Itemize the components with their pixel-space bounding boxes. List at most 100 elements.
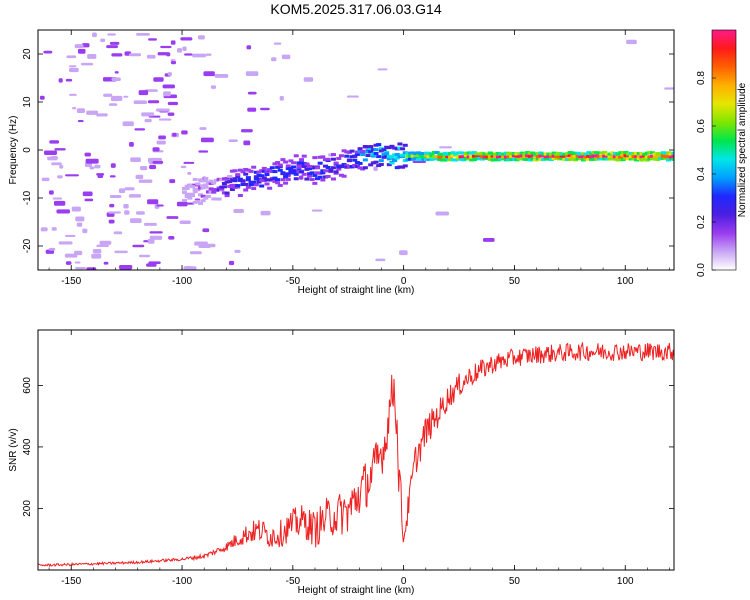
spectrogram-noise-cell	[110, 163, 116, 168]
spectrogram-ridge-cell	[586, 151, 592, 155]
spectrogram-noise-cell	[228, 260, 235, 266]
spectrogram-noise-cell	[44, 150, 57, 155]
spectrogram-noise-cell	[180, 37, 193, 41]
spectrogram-noise-cell	[146, 54, 156, 59]
spectrogram-noise-cell	[91, 253, 102, 259]
spectrogram-noise-cell	[246, 45, 252, 50]
spectrogram-ridge-cell	[304, 162, 310, 166]
spectrogram-ridge-cell	[517, 155, 523, 159]
spectrogram-noise-cell	[65, 78, 73, 82]
spectrogram-ridge-cell	[432, 156, 438, 160]
spectrogram-ridge-cell	[243, 167, 249, 171]
spectrogram-noise-cell	[100, 38, 106, 43]
spectrogram-ridge-cell	[580, 154, 586, 158]
spectrogram-ridge-cell	[410, 154, 416, 158]
spectrogram-ridge-cell	[221, 181, 227, 185]
spectrogram-ridge-cell	[344, 150, 350, 154]
spectrogram-ridge-cell	[455, 156, 461, 160]
spectrogram-ridge-cell	[511, 152, 517, 156]
spectrogram-ridge-cell	[389, 161, 395, 165]
spectrogram-ridge-cell	[658, 152, 664, 156]
spectrogram-ridge-cell	[514, 158, 520, 162]
spectrogram-ridge-cell	[474, 157, 480, 161]
spectrogram-ridge-cell	[519, 157, 525, 161]
spectrogram-ridge-cell	[277, 163, 283, 167]
spectrogram-ridge-cell	[317, 155, 323, 159]
spectrogram-ridge-cell	[320, 155, 326, 159]
spectrogram-ridge-cell	[618, 158, 624, 162]
spectrogram-ridge-cell	[437, 158, 443, 162]
spectrogram-ridge-cell	[541, 152, 547, 156]
spectrogram-ridge-cell	[264, 178, 270, 182]
spectrogram-ridge-cell	[322, 175, 328, 179]
spectrogram-ridge-cell	[543, 157, 549, 161]
spectrogram-noise-cell	[373, 166, 378, 171]
spectrogram-noise-cell	[189, 251, 202, 255]
spectrogram-ridge-cell	[349, 149, 355, 153]
spectrogram-noise-cell	[214, 73, 229, 78]
spectrogram-noise-cell	[39, 95, 45, 100]
spectrogram-ridge-cell	[365, 145, 371, 149]
spectrogram-x-ticks: -150 -100 -50 0 50 100	[48, 30, 670, 287]
snr-background	[38, 330, 674, 570]
spectrogram-ridge-cell	[647, 157, 653, 161]
spectrogram-ridge-cell	[269, 166, 275, 170]
spectrogram-ridge-cell	[301, 161, 307, 165]
spectrogram-ridge-cell	[235, 174, 241, 178]
spectrogram-ridge-cell	[503, 151, 509, 155]
spectrogram-noise-cell	[144, 118, 152, 123]
spectrogram-ridge-cell	[197, 193, 203, 197]
spectrogram-ridge-cell	[642, 154, 648, 158]
spectrogram-noise-cell	[170, 40, 176, 45]
spectrogram-ridge-cell	[618, 151, 624, 155]
spectrogram-ridge-cell	[479, 155, 485, 159]
spectrogram-ridge-cell	[394, 147, 400, 151]
spectrogram-ridge-cell	[509, 154, 515, 158]
spectrogram-ridge-cell	[224, 180, 230, 184]
spectrogram-noise-cell	[184, 53, 193, 56]
spectrogram-ridge-cell	[285, 177, 291, 181]
spectrogram-ridge-cell	[466, 155, 472, 159]
spectrogram-noise-cell	[136, 33, 150, 36]
spectrogram-ridge-cell	[660, 156, 666, 160]
spectrogram-noise-cell	[162, 84, 175, 89]
spectrogram-ridge-cell	[354, 161, 360, 165]
y-tick-label: 400	[22, 438, 33, 455]
spectrogram-noise-cell	[146, 263, 157, 267]
spectrogram-ridge-cell	[309, 178, 315, 182]
spectrogram-ridge-cell	[211, 197, 217, 201]
spectrogram-ridge-cell	[200, 186, 206, 190]
spectrogram-ridge-cell	[501, 155, 507, 159]
spectrogram-ridge-cell	[432, 151, 438, 155]
spectrogram-noise-cell	[114, 71, 119, 74]
spectrogram-noise-cell	[109, 203, 115, 208]
spectrogram-ridge-cell	[602, 157, 608, 161]
spectrogram-ridge-cell	[551, 156, 557, 160]
spectrogram-ridge-cell	[620, 158, 626, 162]
spectrogram-ridge-cell	[434, 151, 440, 155]
spectrogram-ridge-cell	[408, 154, 414, 158]
spectrogram-noise-cell	[58, 241, 73, 245]
spectrogram-ridge-cell	[564, 154, 570, 158]
spectrogram-noise-cell	[128, 194, 141, 198]
spectrogram-noise-cell	[198, 244, 211, 249]
spectrogram-noise-cell	[72, 107, 77, 110]
spectrogram-noise-cell	[182, 46, 187, 52]
spectrogram-noise-cell	[89, 166, 95, 170]
spectrogram-ridge-cell	[615, 158, 621, 162]
spectrogram-ridge-cell	[572, 158, 578, 162]
spectrogram-ridge-cell	[450, 158, 456, 162]
spectrogram-noise-cell	[132, 244, 145, 248]
spectrogram-ridge-cell	[447, 158, 453, 162]
spectrogram-ridge-cell	[453, 154, 459, 158]
spectrogram-ridge-cell	[562, 158, 568, 162]
spectrogram-ridge-cell	[551, 151, 557, 155]
spectrogram-ridge-cell	[291, 171, 297, 175]
spectrogram-ridge-cell	[256, 170, 262, 174]
spectrogram-ridge-cell	[556, 157, 562, 161]
spectrogram-ridge-cell	[285, 167, 291, 171]
spectrogram-ridge-cell	[660, 151, 666, 155]
spectrogram-ridge-cell	[197, 186, 203, 190]
spectrogram-noise-cell	[119, 266, 132, 270]
spectrogram-ridge-cell	[285, 172, 291, 176]
